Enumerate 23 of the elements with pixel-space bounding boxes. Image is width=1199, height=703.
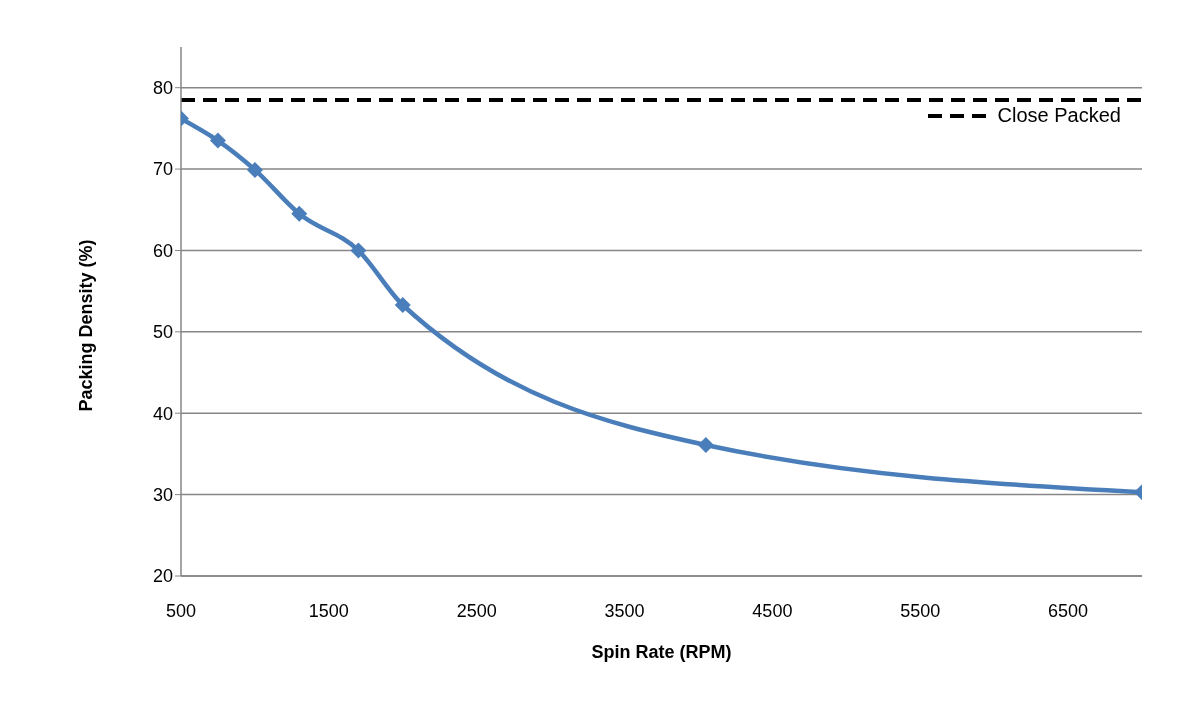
x-tick-label: 3500 [604,600,645,621]
point [350,242,367,259]
y-tick-label: 70 [152,159,173,180]
y-tick-label: 20 [152,566,173,587]
y-tick-label: 40 [152,403,173,424]
ref-line-label: Close Packed [997,104,1121,127]
x-tick-label: 6500 [1048,600,1089,621]
x-axis-title: Spin Rate (RPM) [591,642,732,662]
y-tick-label: 50 [152,322,173,343]
x-tick-label: 1500 [308,600,349,621]
x-tick-label: 4500 [752,600,793,621]
point [209,132,226,149]
y-tick-label: 80 [152,78,173,99]
x-tick-label: 2500 [456,600,497,621]
point [697,436,714,453]
point [291,205,308,222]
y-axis-title: Packing Density (%) [76,239,97,412]
x-tick-label: 5500 [900,600,941,621]
point [246,161,263,178]
y-tick-label: 30 [152,485,173,506]
y-tick-label: 60 [152,240,173,261]
x-tick-label: 500 [165,600,197,621]
point [394,296,411,313]
